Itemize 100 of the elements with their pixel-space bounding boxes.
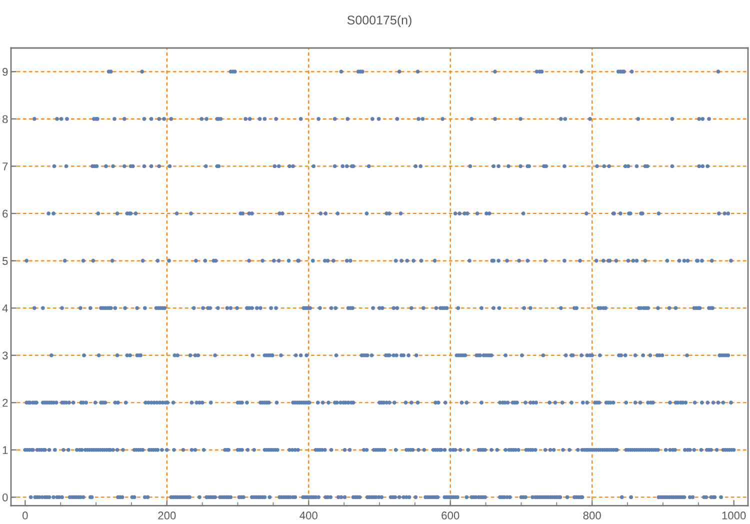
point	[395, 116, 400, 121]
point	[203, 258, 208, 263]
point	[496, 258, 501, 263]
point	[700, 116, 705, 121]
point	[96, 212, 100, 216]
point	[204, 116, 209, 121]
point	[52, 164, 56, 168]
point	[700, 258, 704, 263]
point	[397, 70, 402, 74]
point	[440, 116, 445, 121]
point	[288, 164, 292, 168]
point	[200, 116, 204, 121]
point	[697, 116, 702, 121]
point	[726, 212, 730, 216]
point	[517, 258, 522, 263]
point	[475, 212, 480, 216]
point	[24, 258, 29, 263]
point	[260, 258, 265, 263]
point	[169, 116, 174, 121]
point	[140, 258, 145, 263]
y-tick-label: 2	[2, 398, 8, 407]
point	[370, 116, 374, 121]
point	[493, 116, 497, 121]
x-tick-label: 200	[158, 512, 176, 520]
point	[602, 164, 606, 168]
point	[722, 212, 727, 216]
y-tick-label: 4	[2, 304, 8, 312]
y-tick-label: 3	[2, 352, 8, 360]
x-tick-label: 800	[583, 512, 601, 520]
x-tick-label: 400	[300, 512, 318, 520]
point	[104, 164, 108, 168]
point	[336, 212, 340, 216]
chart-title: S000175(n)	[347, 15, 412, 27]
point	[492, 164, 496, 168]
point	[400, 258, 404, 263]
point	[291, 164, 296, 168]
point	[420, 116, 425, 121]
point	[81, 258, 86, 263]
y-tick-label: 8	[2, 115, 8, 124]
y-tick-label: 9	[2, 68, 8, 76]
point	[636, 116, 640, 121]
point	[112, 116, 116, 121]
point	[412, 258, 416, 263]
point	[247, 258, 252, 263]
point	[204, 164, 208, 168]
point	[544, 164, 548, 168]
point	[670, 116, 674, 121]
x-tick-label: 600	[442, 512, 460, 520]
point	[262, 116, 267, 121]
point	[59, 116, 64, 121]
point	[496, 164, 501, 168]
point	[276, 164, 281, 168]
point	[55, 116, 60, 121]
point	[588, 116, 592, 121]
point	[46, 212, 51, 216]
point	[174, 212, 179, 216]
point	[324, 212, 328, 216]
point	[468, 258, 472, 263]
point	[272, 164, 277, 168]
point	[244, 116, 248, 121]
point	[518, 116, 522, 121]
point	[394, 258, 398, 263]
point	[468, 164, 472, 168]
point	[707, 116, 711, 121]
point	[398, 212, 403, 216]
point	[194, 258, 198, 263]
y-tick-label: 1	[2, 446, 8, 454]
point	[168, 164, 172, 168]
point	[157, 116, 162, 121]
point	[318, 212, 323, 216]
point	[601, 258, 606, 263]
point	[634, 258, 639, 263]
point	[62, 258, 67, 263]
point	[665, 258, 670, 263]
point	[630, 70, 634, 74]
point	[316, 116, 321, 121]
point	[634, 164, 639, 168]
point	[115, 212, 120, 216]
point	[134, 212, 138, 216]
x-tick-label: 1000	[722, 512, 746, 520]
y-tick-label: 0	[2, 493, 8, 502]
point	[140, 70, 144, 74]
point	[706, 164, 710, 168]
point	[405, 258, 410, 263]
point	[618, 212, 622, 216]
point	[677, 258, 682, 263]
point	[274, 116, 278, 121]
point	[142, 164, 146, 168]
point	[32, 116, 36, 121]
point	[562, 258, 566, 263]
point	[326, 258, 330, 263]
point	[470, 116, 474, 121]
point	[563, 116, 568, 121]
point	[312, 164, 316, 168]
point	[670, 164, 674, 168]
point	[286, 258, 291, 263]
point	[376, 116, 381, 121]
point	[543, 258, 548, 263]
point	[418, 164, 423, 168]
point	[110, 258, 114, 263]
